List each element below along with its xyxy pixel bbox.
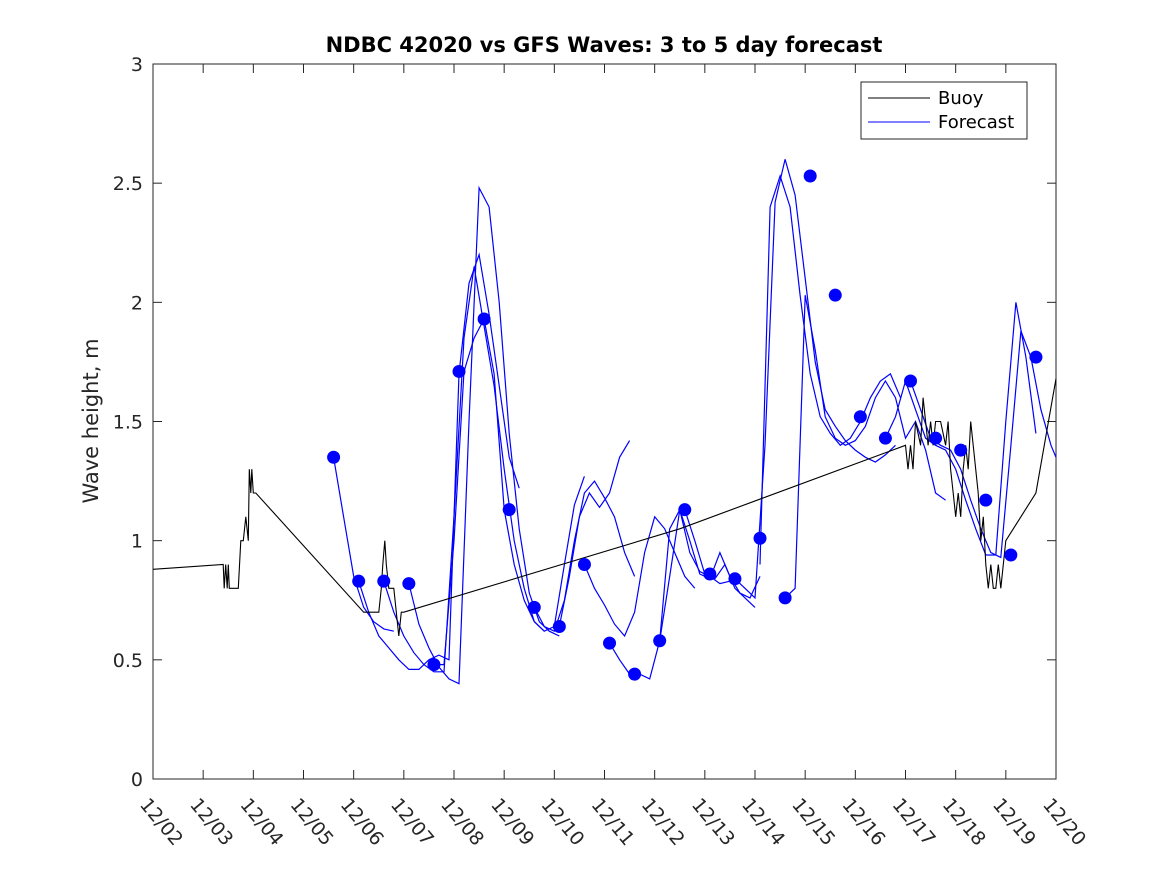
forecast-marker — [878, 431, 892, 445]
legend: Buoy Forecast — [860, 81, 1028, 140]
forecast-marker — [703, 567, 717, 581]
forecast-line — [884, 302, 1037, 556]
forecast-marker — [603, 636, 617, 650]
buoy-line — [152, 378, 1057, 637]
forecast-marker — [678, 503, 692, 517]
forecast-marker — [653, 634, 667, 648]
forecast-marker — [402, 577, 416, 591]
forecast-line — [358, 252, 520, 671]
forecast-marker — [929, 431, 943, 445]
forecast-marker — [828, 288, 842, 302]
legend-label-buoy: Buoy — [938, 88, 984, 109]
forecast-line — [533, 480, 636, 633]
forecast-line — [333, 457, 394, 632]
forecast-marker — [904, 374, 918, 388]
forecast-marker — [502, 503, 516, 517]
forecast-marker — [778, 591, 792, 605]
forecast-marker — [979, 493, 993, 507]
y-axis: 0 0.5 1 1.5 2 2.5 3 — [113, 54, 1056, 791]
forecast-marker — [803, 169, 817, 183]
forecast-marker — [527, 600, 541, 614]
forecast-line — [759, 174, 902, 565]
y-tick-label: 0 — [131, 769, 143, 791]
forecast-marker — [1029, 350, 1043, 364]
chart-title: NDBC 42020 vs GFS Waves: 3 to 5 day fore… — [326, 33, 883, 57]
forecast-marker — [728, 572, 742, 586]
forecast-marker — [352, 574, 366, 588]
forecast-line — [383, 266, 545, 673]
forecast-marker — [954, 443, 968, 457]
forecast-marker — [853, 410, 867, 424]
forecast-line — [433, 317, 585, 666]
forecast-line — [583, 515, 696, 638]
forecast-marker — [753, 531, 767, 545]
forecast-marker — [377, 574, 391, 588]
forecast-marker — [552, 619, 566, 633]
plot-area — [152, 63, 1057, 780]
forecast-marker — [427, 658, 441, 672]
y-tick-label: 2 — [131, 292, 143, 314]
y-tick-label: 1 — [131, 531, 143, 553]
marker-layer — [327, 169, 1043, 681]
forecast-marker — [477, 312, 491, 326]
legend-label-forecast: Forecast — [938, 112, 1014, 133]
forecast-marker — [327, 450, 341, 464]
forecast-line — [558, 440, 631, 627]
y-tick-label: 3 — [131, 54, 143, 76]
forecast-marker — [577, 558, 591, 571]
y-axis-label: Wave height, m — [79, 338, 103, 503]
forecast-marker — [628, 667, 642, 681]
y-tick-label: 2.5 — [113, 173, 143, 195]
forecast-marker — [1004, 548, 1018, 562]
y-tick-label: 0.5 — [113, 650, 143, 672]
y-tick-label: 1.5 — [113, 412, 143, 434]
legend-box — [860, 81, 1028, 140]
forecast-line — [784, 295, 946, 599]
forecast-line — [684, 509, 756, 608]
forecast-marker — [452, 364, 466, 378]
